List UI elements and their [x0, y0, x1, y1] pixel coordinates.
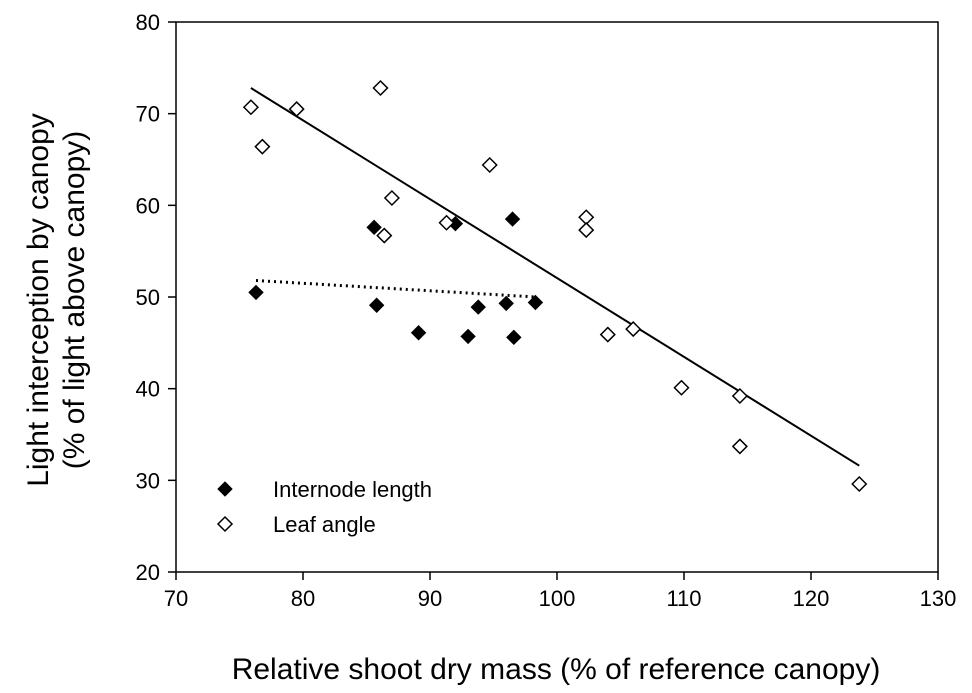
plot-area-frame: [175, 21, 939, 573]
x-tick-label: 110: [666, 586, 701, 611]
data-point-leaf-angle: [673, 379, 690, 396]
x-tick-label: 130: [920, 586, 957, 611]
y-tick-label: 20: [136, 560, 160, 585]
y-tick-label: 50: [136, 285, 160, 310]
legend-marker-leaf-angle: [216, 515, 234, 533]
data-point-leaf-angle: [372, 79, 389, 97]
x-axis-ticks: 70 80 90 100 110 120 130: [164, 572, 957, 611]
data-point-leaf-angle: [851, 475, 868, 493]
data-point-leaf-angle: [383, 189, 400, 207]
data-point-leaf-angle: [481, 156, 498, 174]
data-point-internode-length: [504, 211, 521, 227]
legend-label: Leaf angle: [273, 512, 376, 537]
data-point-leaf-angle: [731, 438, 748, 455]
trendline-leaf-angle: [250, 87, 860, 467]
x-tick-label: 80: [291, 586, 315, 611]
x-axis-title: Relative shoot dry mass (% of reference …: [232, 653, 881, 686]
data-point-internode-length: [527, 294, 544, 311]
x-tick-label: 70: [164, 586, 188, 611]
y-axis-title-line1: Light interception by canopy: [22, 113, 55, 487]
y-tick-label: 40: [136, 377, 160, 402]
y-axis-title-line2: (% of light above canopy): [58, 131, 91, 470]
y-tick-label: 70: [136, 102, 160, 127]
data-point-leaf-angle: [599, 326, 616, 343]
legend-label: Internode length: [273, 477, 432, 502]
data-point-internode-length: [366, 219, 382, 236]
data-point-internode-length: [248, 284, 264, 301]
data-point-internode-length: [460, 328, 476, 345]
x-tick-label: 120: [793, 586, 830, 611]
data-point-internode-length: [506, 329, 522, 346]
data-point-internode-length: [368, 297, 385, 313]
x-tick-label: 100: [539, 586, 576, 611]
data-point-internode-length: [498, 295, 514, 312]
data-point-leaf-angle: [376, 227, 393, 244]
y-tick-label: 80: [136, 10, 160, 35]
data-point-leaf-angle: [254, 138, 271, 155]
data-point-leaf-angle: [731, 387, 748, 405]
trendlines: [250, 87, 860, 467]
x-tick-label: 90: [418, 586, 442, 611]
data-point-leaf-angle: [578, 222, 595, 239]
data-point-leaf-angle: [242, 99, 259, 116]
data-point-leaf-angle: [438, 214, 455, 231]
y-tick-label: 30: [136, 468, 160, 493]
y-tick-label: 60: [136, 193, 160, 218]
y-axis-ticks: 20 30 40 50 60 70 80: [136, 10, 176, 585]
data-point-internode-length: [410, 325, 427, 341]
legend: Internode length Leaf angle: [216, 477, 432, 537]
data-point-internode-length: [470, 299, 486, 315]
data-points: [242, 79, 868, 493]
trendline-internode-length: [255, 279, 536, 299]
legend-marker-internode-length: [217, 481, 233, 497]
data-point-leaf-angle: [625, 321, 642, 338]
data-point-leaf-angle: [288, 101, 305, 118]
